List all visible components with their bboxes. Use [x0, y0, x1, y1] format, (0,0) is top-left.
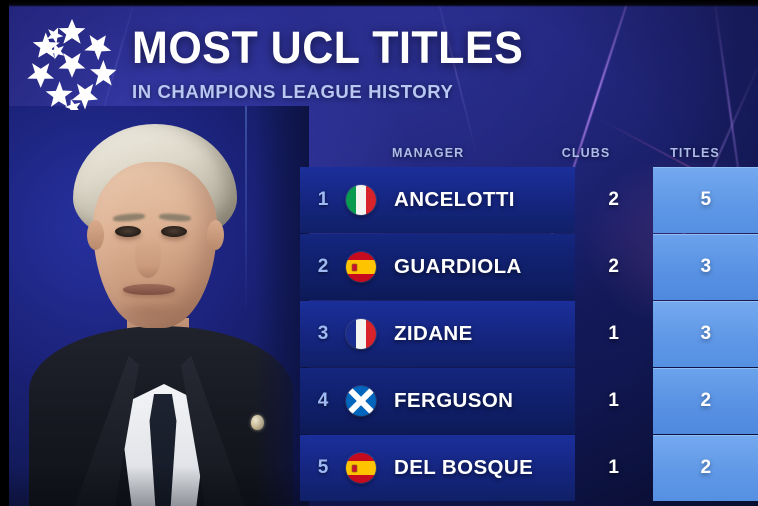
table-row[interactable]: 3 ZIDANE 1 3	[300, 301, 758, 367]
table-row[interactable]: 1 ANCELOTTI 2 5	[300, 167, 758, 233]
rank-value: 5	[317, 456, 329, 478]
titles-value: 2	[653, 368, 758, 434]
titles-value: 3	[653, 234, 758, 300]
rank-value: 2	[317, 255, 329, 277]
eye-right	[161, 226, 187, 237]
column-header-manager: MANAGER	[392, 146, 465, 160]
table-row[interactable]: 2 GUARDIOLA 2 3	[300, 234, 758, 300]
rank-value: 1	[317, 188, 329, 210]
clubs-value: 1	[608, 389, 619, 411]
nose	[135, 236, 161, 278]
flag-spain-icon	[346, 452, 376, 483]
manager-name: ANCELOTTI	[394, 187, 515, 211]
titles-value: 5	[653, 167, 758, 233]
eye-left	[115, 226, 141, 237]
mouth	[123, 284, 175, 295]
row-main-cell: 5 DEL BOSQUE	[300, 435, 576, 501]
flag-france-icon	[346, 318, 376, 349]
page-title: MOST UCL TITLES	[132, 22, 524, 74]
page-subtitle: IN CHAMPIONS LEAGUE HISTORY	[132, 81, 454, 102]
rank-value: 3	[317, 322, 329, 344]
row-main-cell: 3 ZIDANE	[300, 301, 576, 367]
clubs-value: 2	[608, 188, 619, 210]
portrait-head	[73, 124, 237, 336]
titles-value: 3	[653, 301, 758, 367]
manager-name: GUARDIOLA	[394, 254, 522, 278]
uefa-champions-league-starball-icon	[26, 18, 121, 118]
letterbox-left-bar	[0, 0, 9, 506]
portrait-bottom-fade	[9, 466, 309, 506]
clubs-value: 1	[608, 322, 619, 344]
chin-shadow	[115, 300, 185, 322]
ear-right	[207, 220, 224, 250]
manager-portrait-photo	[9, 106, 309, 506]
table-header-row: MANAGER CLUBS TITLES	[300, 143, 758, 167]
row-main-cell: 4 FERGUSON	[300, 368, 576, 434]
manager-name: ZIDANE	[394, 321, 473, 345]
most-ucl-titles-table: MANAGER CLUBS TITLES 1 ANCELOTTI 2 5 2	[300, 143, 758, 502]
header: MOST UCL TITLES IN CHAMPIONS LEAGUE HIST…	[26, 18, 524, 118]
titles-value: 2	[653, 435, 758, 501]
manager-name: FERGUSON	[394, 388, 514, 412]
clubs-value: 1	[608, 456, 619, 478]
manager-name: DEL BOSQUE	[394, 455, 534, 479]
clubs-value: 2	[608, 255, 619, 277]
column-header-clubs: CLUBS	[561, 146, 611, 160]
table-row[interactable]: 4 FERGUSON 1 2	[300, 368, 758, 434]
column-header-titles: TITLES	[670, 146, 720, 160]
flag-scotland-icon	[346, 385, 376, 416]
rank-value: 4	[317, 389, 329, 411]
row-main-cell: 1 ANCELOTTI	[300, 167, 576, 233]
portrait-suit	[15, 316, 305, 506]
flag-italy-icon	[346, 184, 376, 215]
row-main-cell: 2 GUARDIOLA	[300, 234, 576, 300]
letterbox-top-bar	[0, 0, 758, 7]
flag-spain-icon	[346, 251, 376, 282]
table-row[interactable]: 5 DEL BOSQUE 1 2	[300, 435, 758, 501]
ear-left	[87, 220, 104, 250]
